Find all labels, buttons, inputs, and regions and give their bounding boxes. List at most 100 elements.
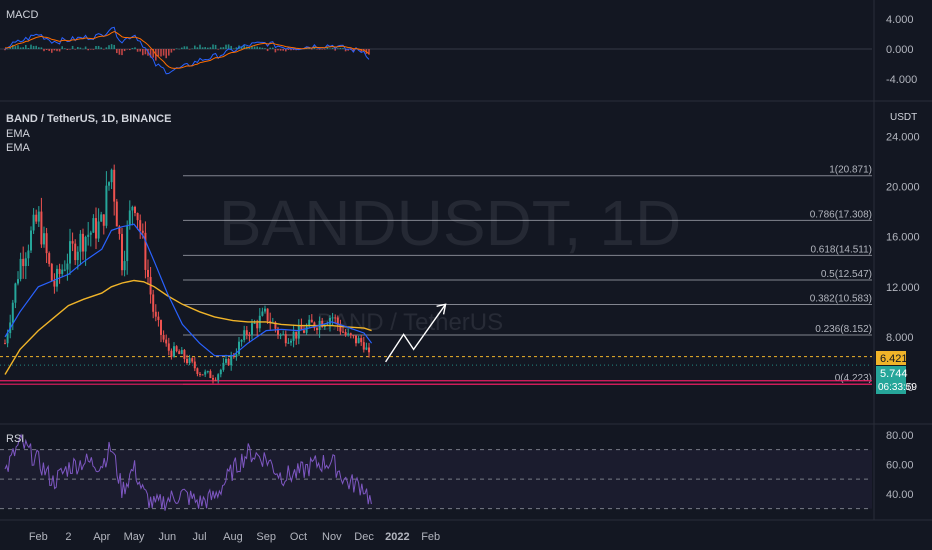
candle-body (232, 355, 235, 357)
macd-histogram-bar (131, 47, 134, 49)
candle-body (349, 333, 352, 336)
macd-histogram-bar (92, 49, 95, 50)
candle-body (180, 350, 183, 355)
candle-body (11, 302, 14, 323)
macd-histogram-bar (103, 49, 105, 50)
candle-body (43, 233, 45, 245)
candle-body (212, 378, 214, 380)
candle-body (121, 233, 123, 271)
candle-body (329, 317, 331, 325)
candle-body (22, 258, 25, 267)
candle-body (178, 351, 181, 355)
fib-level-label: 0.236(8.152) (815, 324, 872, 335)
macd-histogram-bar (199, 44, 201, 49)
fib-level-label: 0.382(10.583) (810, 294, 872, 305)
macd-histogram-bar (87, 49, 89, 51)
candle-body (342, 331, 344, 333)
candle-body (214, 379, 217, 381)
candle-body (360, 338, 363, 343)
candle-body (74, 243, 77, 261)
ema-indicator-label[interactable]: EMA (6, 128, 31, 140)
projection-path (385, 303, 447, 363)
macd-tick-label: 0.000 (886, 44, 914, 56)
macd-histogram-bar (214, 44, 217, 49)
macd-histogram-bar (274, 49, 277, 53)
prev-close-badge (876, 351, 906, 365)
candle-body (110, 169, 113, 183)
candle-body (256, 322, 259, 329)
macd-histogram-bar (188, 49, 191, 50)
ema-indicator-label[interactable]: EMA (6, 142, 31, 154)
macd-histogram-bar (318, 49, 321, 50)
candle-body (206, 371, 209, 373)
macd-histogram-bar (53, 49, 56, 51)
candle-body (279, 334, 282, 336)
candle-body (188, 358, 191, 364)
macd-histogram-bar (235, 47, 238, 49)
candle-body (126, 225, 129, 262)
candle-body (219, 369, 222, 375)
macd-histogram-bar (48, 49, 50, 52)
symbol-title[interactable]: BAND / TetherUS, 1D, BINANCE (6, 113, 171, 125)
macd-histogram-bar (243, 45, 245, 49)
candle-body (297, 325, 300, 339)
macd-tick-label: -4.000 (886, 74, 917, 86)
macd-histogram-bar (116, 49, 118, 54)
candle-body (305, 326, 308, 333)
rsi-label: RSI (6, 433, 24, 445)
macd-histogram-bar (61, 46, 63, 49)
candle-body (157, 316, 160, 321)
candle-body (87, 234, 90, 237)
candle-body (24, 258, 27, 267)
candle-body (339, 324, 342, 332)
macd-histogram-bar (51, 49, 53, 53)
macd-histogram-bar (121, 49, 123, 56)
candle-body (365, 347, 368, 350)
macd-histogram-bar (324, 49, 326, 50)
fib-level-label: 1(20.871) (829, 165, 872, 176)
prev-close-value: 6.421 (880, 353, 908, 365)
candle-body (100, 214, 103, 222)
candle-body (136, 213, 139, 221)
last-price-badge (876, 366, 906, 394)
macd-histogram-bar (204, 47, 206, 49)
macd-tick-label: 4.000 (886, 14, 914, 26)
macd-histogram-bar (337, 48, 339, 49)
candle-body (225, 359, 227, 363)
candle-body (160, 320, 162, 335)
candle-body (308, 319, 311, 327)
candle-body (30, 230, 32, 251)
macd-histogram-bar (58, 49, 61, 52)
candle-body (58, 268, 61, 274)
macd-histogram-bar (126, 49, 128, 50)
time-tick-label: Oct (290, 531, 307, 543)
macd-signal-line (4, 30, 370, 69)
macd-histogram-bar (108, 45, 110, 49)
candle-body (355, 335, 357, 344)
macd-histogram-bar (334, 49, 336, 51)
macd-histogram-bar (32, 45, 35, 49)
macd-histogram-bar (272, 47, 274, 49)
candle-body (84, 236, 87, 252)
macd-histogram-bar (152, 49, 154, 58)
candle-body (217, 374, 220, 380)
time-tick-label: Jun (158, 531, 176, 543)
macd-histogram-bar (181, 47, 183, 49)
candle-body (368, 347, 370, 353)
macd-histogram-bar (282, 49, 284, 51)
candle-body (287, 342, 290, 344)
candle-body (245, 330, 248, 336)
candle-body (141, 230, 144, 233)
symbol-watermark-sub: BAND / TetherUS (317, 309, 503, 336)
macd-histogram-bar (217, 49, 219, 50)
candle-body (17, 279, 19, 284)
fib-level-label: 0.5(12.547) (821, 269, 872, 280)
time-tick-label: Jul (193, 531, 207, 543)
candle-body (152, 294, 155, 312)
macd-histogram-bar (160, 49, 162, 57)
candle-body (173, 346, 175, 357)
macd-histogram-bar (43, 49, 45, 52)
macd-histogram-bar (253, 46, 256, 49)
